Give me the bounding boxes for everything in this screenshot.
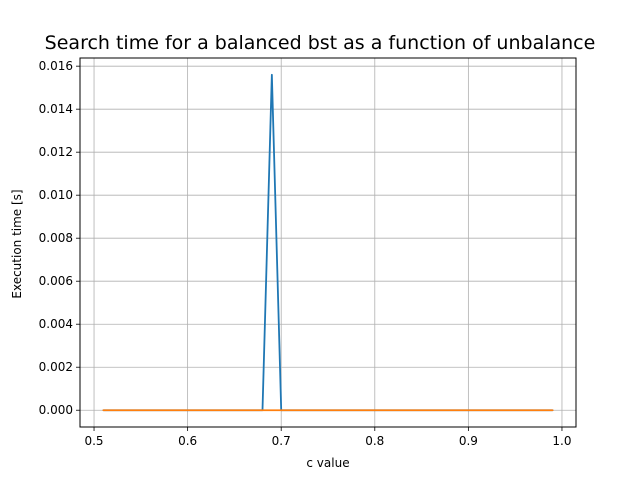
y-tick-label: 0.008 (39, 231, 73, 245)
series-layer (102, 73, 554, 412)
x-tick-label: 0.7 (272, 434, 291, 448)
y-tick-label: 0.010 (39, 188, 73, 202)
y-tick-label: 0.014 (39, 102, 73, 116)
y-tick-label: 0.004 (39, 317, 73, 331)
y-axis-ticks: 0.000 0.002 0.004 0.006 0.008 0.010 0.012 0.014… (39, 59, 80, 417)
y-tick-label: 0.006 (39, 274, 73, 288)
y-axis-label: Execution time [s] (10, 189, 24, 298)
series-line-1 (102, 73, 554, 412)
x-axis-ticks: 0.5 0.6 0.7 0.8 0.9 1.0 (84, 427, 572, 448)
x-axis-label: c value (306, 456, 349, 470)
grid (80, 58, 576, 427)
x-tick-label: 0.8 (365, 434, 384, 448)
x-tick-label: 1.0 (552, 434, 571, 448)
y-tick-label: 0.000 (39, 403, 73, 417)
chart-title: Search time for a balanced bst as a func… (45, 32, 596, 54)
plot-frame (79, 57, 577, 428)
x-tick-label: 0.9 (459, 434, 478, 448)
y-tick-label: 0.012 (39, 145, 73, 159)
y-tick-label: 0.002 (39, 360, 73, 374)
y-tick-label: 0.016 (39, 59, 73, 73)
x-tick-label: 0.5 (84, 434, 103, 448)
x-tick-label: 0.6 (178, 434, 197, 448)
